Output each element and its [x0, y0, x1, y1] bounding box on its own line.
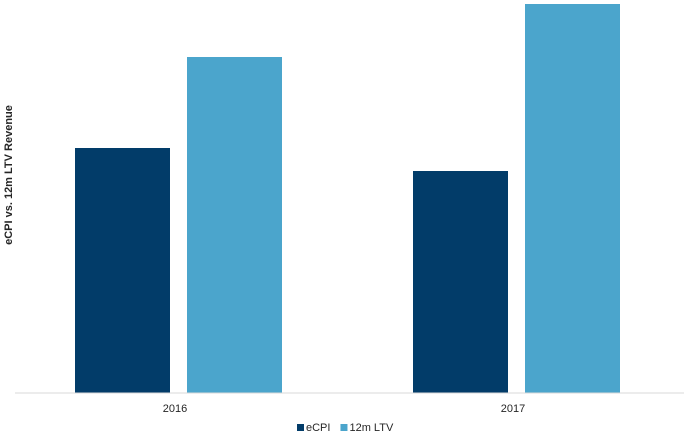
- legend-swatch: [297, 424, 304, 431]
- legend-swatch: [340, 424, 348, 431]
- legend-label: 12m LTV: [349, 422, 393, 433]
- y-axis-title: eCPI vs. 12m LTV Revenue: [3, 105, 15, 245]
- bar: [525, 4, 620, 393]
- bar: [413, 171, 508, 393]
- bar: [75, 148, 170, 393]
- x-tick-label: 2017: [501, 403, 525, 415]
- x-tick-label: 2016: [163, 403, 187, 415]
- legend-label: eCPI: [306, 422, 330, 433]
- bar: [187, 57, 282, 393]
